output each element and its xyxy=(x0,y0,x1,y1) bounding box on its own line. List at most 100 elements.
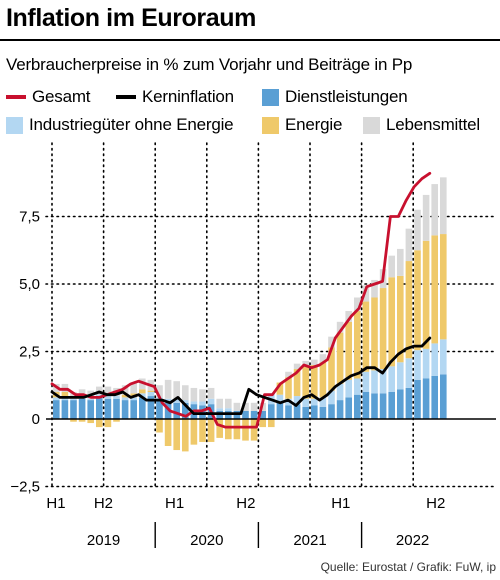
bar-lebensmittel-20 xyxy=(225,398,232,409)
y-tick-label-1: 0 xyxy=(32,411,40,428)
bar-dienstleistungen-41 xyxy=(405,387,413,419)
y-tick-label-0: −2,5 xyxy=(10,479,40,496)
chart-title: Inflation im Euroraum xyxy=(6,4,256,32)
bar-lebensmittel-19 xyxy=(216,398,223,409)
source-note: Quelle: Eurostat / Grafik: FuW, ip xyxy=(320,560,496,574)
bar-industrieg-ter-ohne-energie-6 xyxy=(104,396,112,399)
bar-dienstleistungen-36 xyxy=(362,392,370,419)
line-gesamt xyxy=(50,171,432,429)
bar-lebensmittel-28 xyxy=(293,363,301,370)
bar-industrieg-ter-ohne-energie-14 xyxy=(173,398,180,403)
bar-dienstleistungen-0 xyxy=(53,400,60,419)
bar-dienstleistungen-25 xyxy=(268,404,275,419)
bar-dienstleistungen-11 xyxy=(147,396,155,419)
bar-energie-44 xyxy=(431,235,438,344)
bar-lebensmittel-27 xyxy=(285,371,292,378)
bar-dienstleistungen-23 xyxy=(250,410,258,419)
legend-item-gesamt: Gesamt xyxy=(6,87,91,107)
bar-lebensmittel-43 xyxy=(422,194,430,241)
bar-energie-28 xyxy=(293,369,301,397)
bar-dienstleistungen-22 xyxy=(242,410,249,419)
bar-energie-6 xyxy=(104,419,112,428)
bar-energie-30 xyxy=(311,365,318,399)
bar-dienstleistungen-1 xyxy=(61,400,69,419)
bar-industrieg-ter-ohne-energie-34 xyxy=(345,379,352,398)
bar-energie-24 xyxy=(259,419,266,428)
bar-energie-38 xyxy=(379,288,387,370)
x-tick-label-4: H1 xyxy=(331,495,350,512)
bar-dienstleistungen-7 xyxy=(113,398,120,419)
bar-dienstleistungen-12 xyxy=(156,401,163,419)
y-tick-label-4: 7,5 xyxy=(19,209,40,226)
bar-energie-31 xyxy=(319,362,327,398)
bar-industrieg-ter-ohne-energie-44 xyxy=(431,343,438,376)
bar-industrieg-ter-ohne-energie-30 xyxy=(311,398,318,406)
bar-lebensmittel-8 xyxy=(121,385,129,395)
bar-energie-1 xyxy=(61,392,69,398)
bar-dienstleistungen-35 xyxy=(354,394,361,419)
bar-dienstleistungen-29 xyxy=(302,406,309,419)
bar-energie-41 xyxy=(405,261,413,359)
bar-lebensmittel-44 xyxy=(431,184,438,236)
bar-energie-14 xyxy=(173,419,180,451)
bar-energie-21 xyxy=(233,419,241,440)
bar-energie-19 xyxy=(216,419,223,438)
legend-label-industriegueter: Industriegüter ohne Energie xyxy=(29,115,234,134)
legend-swatch-dienstleistungen xyxy=(262,88,279,106)
bar-industrieg-ter-ohne-energie-43 xyxy=(422,348,430,379)
legend-label-lebensmittel: Lebensmittel xyxy=(386,115,480,134)
bar-lebensmittel-30 xyxy=(311,359,318,365)
bar-energie-27 xyxy=(285,377,292,399)
bar-industrieg-ter-ohne-energie-38 xyxy=(379,369,387,394)
bar-dienstleistungen-6 xyxy=(104,398,112,419)
x-tick-label-3: H2 xyxy=(236,495,255,512)
bar-lebensmittel-14 xyxy=(173,381,180,399)
bar-lebensmittel-32 xyxy=(328,336,335,348)
legend-swatch-lebensmittel xyxy=(363,116,380,134)
bar-industrieg-ter-ohne-energie-11 xyxy=(147,392,155,397)
legend-item-dienstleistungen: Dienstleistungen xyxy=(262,87,408,107)
bar-industrieg-ter-ohne-energie-26 xyxy=(276,394,284,403)
bar-industrieg-ter-ohne-energie-15 xyxy=(182,400,189,403)
bar-industrieg-ter-ohne-energie-40 xyxy=(397,362,404,390)
bar-dienstleistungen-10 xyxy=(139,397,146,419)
bar-industrieg-ter-ohne-energie-9 xyxy=(130,397,137,401)
x-tick-label-5: H2 xyxy=(426,495,445,512)
bar-dienstleistungen-14 xyxy=(173,402,180,419)
bar-dienstleistungen-42 xyxy=(414,379,421,419)
bar-energie-26 xyxy=(276,382,284,395)
bar-industrieg-ter-ohne-energie-41 xyxy=(405,358,413,388)
bar-energie-15 xyxy=(182,419,189,452)
bar-lebensmittel-9 xyxy=(130,382,137,394)
bar-energie-34 xyxy=(345,321,352,380)
bar-lebensmittel-45 xyxy=(440,177,447,235)
bar-industrieg-ter-ohne-energie-17 xyxy=(199,401,206,406)
legend-swatch-energie xyxy=(262,116,279,134)
bar-lebensmittel-39 xyxy=(388,255,395,278)
title-rule xyxy=(0,39,500,41)
bar-energie-17 xyxy=(199,419,206,442)
bar-dienstleistungen-45 xyxy=(440,374,447,419)
bar-industrieg-ter-ohne-energie-4 xyxy=(87,398,94,401)
year-label-2020: 2020 xyxy=(190,532,223,549)
bar-dienstleistungen-39 xyxy=(388,392,395,419)
bar-lebensmittel-35 xyxy=(354,297,361,311)
bar-dienstleistungen-43 xyxy=(422,378,430,419)
bar-energie-10 xyxy=(139,389,146,394)
bar-dienstleistungen-24 xyxy=(259,410,266,419)
legend-item-lebensmittel: Lebensmittel xyxy=(363,115,480,135)
bar-energie-3 xyxy=(78,419,86,422)
bar-energie-32 xyxy=(328,347,335,391)
bar-dienstleistungen-9 xyxy=(130,400,137,419)
bar-dienstleistungen-37 xyxy=(371,393,378,419)
bar-energie-2 xyxy=(70,419,77,422)
bar-lebensmittel-2 xyxy=(70,392,77,399)
bar-energie-11 xyxy=(147,390,155,392)
bar-industrieg-ter-ohne-energie-27 xyxy=(285,398,292,406)
bar-dienstleistungen-40 xyxy=(397,389,404,419)
bar-lebensmittel-36 xyxy=(362,285,370,302)
legend-label-energie: Energie xyxy=(285,115,343,134)
bar-energie-16 xyxy=(190,419,198,445)
bar-dienstleistungen-32 xyxy=(328,404,335,419)
